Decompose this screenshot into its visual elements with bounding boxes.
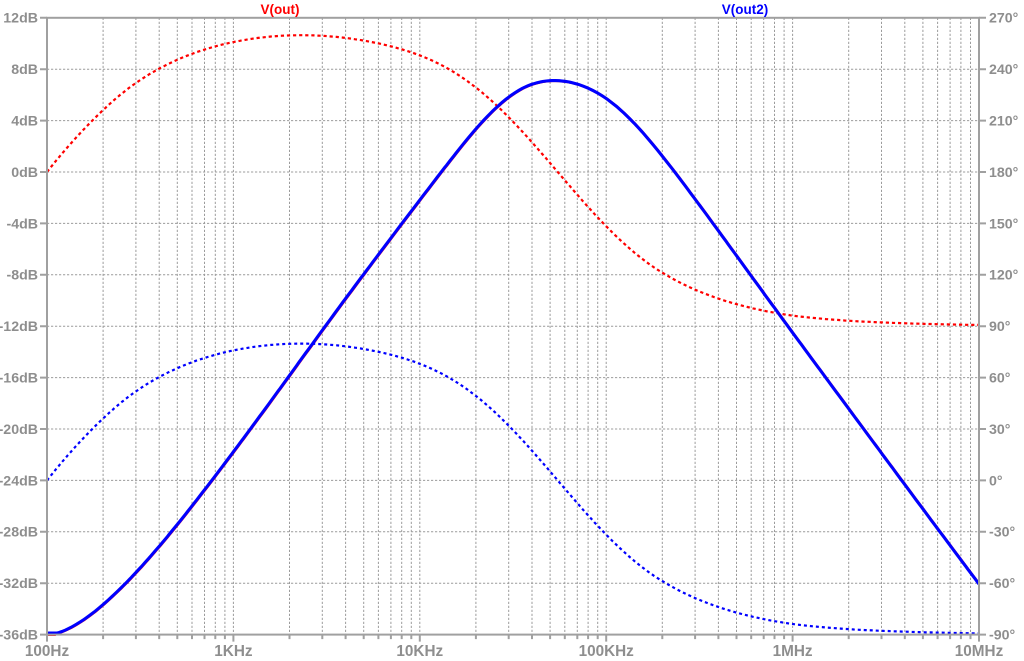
- svg-text:8dB: 8dB: [11, 62, 38, 78]
- svg-text:-24dB: -24dB: [0, 473, 38, 489]
- svg-text:-32dB: -32dB: [0, 576, 38, 592]
- svg-text:V(out): V(out): [261, 2, 300, 17]
- svg-text:150°: 150°: [989, 216, 1019, 232]
- svg-text:4dB: 4dB: [11, 114, 38, 130]
- svg-text:-16dB: -16dB: [0, 371, 38, 387]
- svg-text:100KHz: 100KHz: [579, 643, 635, 660]
- svg-text:-36dB: -36dB: [0, 628, 38, 644]
- svg-text:12dB: 12dB: [3, 11, 38, 27]
- svg-text:1KHz: 1KHz: [214, 643, 253, 660]
- svg-text:-60°: -60°: [989, 576, 1016, 592]
- svg-text:60°: 60°: [989, 371, 1011, 387]
- svg-text:1MHz: 1MHz: [773, 643, 813, 660]
- svg-text:-30°: -30°: [989, 525, 1016, 541]
- svg-text:270°: 270°: [989, 11, 1019, 27]
- svg-text:120°: 120°: [989, 268, 1019, 284]
- svg-text:10MHz: 10MHz: [955, 643, 1004, 660]
- svg-text:100Hz: 100Hz: [25, 643, 70, 660]
- svg-text:30°: 30°: [989, 422, 1011, 438]
- svg-text:-8dB: -8dB: [6, 268, 38, 284]
- svg-text:0dB: 0dB: [11, 165, 38, 181]
- svg-text:210°: 210°: [989, 114, 1019, 130]
- svg-text:10KHz: 10KHz: [396, 643, 443, 660]
- svg-text:180°: 180°: [989, 165, 1019, 181]
- svg-text:-20dB: -20dB: [0, 422, 38, 438]
- svg-text:V(out2): V(out2): [722, 2, 769, 17]
- svg-text:-4dB: -4dB: [6, 216, 38, 232]
- svg-text:240°: 240°: [989, 62, 1019, 78]
- svg-text:90°: 90°: [989, 319, 1011, 335]
- svg-text:-12dB: -12dB: [0, 319, 38, 335]
- svg-text:-28dB: -28dB: [0, 525, 38, 541]
- svg-text:0°: 0°: [989, 473, 1003, 489]
- svg-text:-90°: -90°: [989, 628, 1016, 644]
